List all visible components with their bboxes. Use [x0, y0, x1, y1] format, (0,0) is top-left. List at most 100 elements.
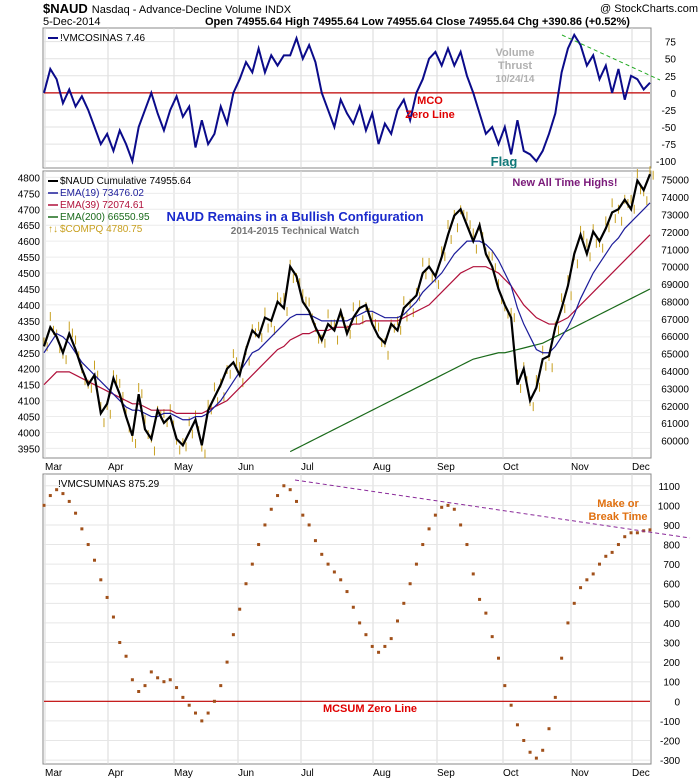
naud-left-tick-label: 4550 — [18, 253, 41, 264]
mcsum-dot — [623, 535, 627, 539]
mcsum-dot — [156, 676, 160, 680]
mcsum-dot — [42, 503, 46, 507]
naud-left-tick-label: 4600 — [18, 237, 41, 248]
mcsum-dot — [629, 531, 633, 535]
mcsum-dot — [111, 615, 115, 619]
mcsum-dot — [295, 499, 298, 503]
mcsum-zero-annotation: MCSUM Zero Line — [323, 703, 417, 715]
mcsum-dot — [206, 711, 210, 715]
naud-panel — [42, 170, 652, 459]
month-label-oct: Oct — [503, 462, 519, 473]
naud-right-tick-label: 70000 — [661, 263, 689, 274]
naud-legend-cumulative: $NAUD Cumulative 74955.64 — [60, 176, 192, 187]
make-or-break-annotation: Make or — [597, 498, 639, 510]
mcsum-dot — [282, 484, 286, 488]
mcsum-dot — [635, 531, 639, 535]
flag-annotation: Flag — [491, 154, 518, 169]
mcsum-dot — [433, 513, 437, 517]
month-label-aug: Aug — [373, 462, 391, 473]
mcsum-dot — [61, 492, 65, 496]
mcsum-dot — [86, 543, 90, 547]
naud-right-tick-label: 68000 — [661, 297, 689, 308]
mcsum-dot — [143, 684, 147, 688]
mcsum-dot — [478, 597, 482, 601]
mco-panel — [42, 27, 652, 169]
mcsum-tick-label: 1000 — [658, 501, 681, 512]
naud-right-tick-label: 67000 — [661, 315, 689, 326]
naud-series-line-3 — [289, 288, 651, 453]
naud-right-tick-label: 73000 — [661, 210, 689, 221]
naud-legend-ema19: EMA(19) 73476.02 — [60, 188, 144, 199]
mcsum-tick-label: -100 — [660, 717, 680, 728]
mcsum-dot — [585, 578, 589, 582]
make-or-break-annotation: Break Time — [588, 511, 647, 523]
mcsum-dot — [358, 621, 362, 625]
naud-left-tick-label: 4650 — [18, 221, 41, 232]
month-label-oct: Oct — [503, 768, 519, 779]
mcsum-dot — [610, 550, 614, 554]
month-label-may: May — [174, 462, 193, 473]
mcsum-dot — [547, 727, 551, 731]
mcsum-dot — [553, 695, 557, 699]
mcsum-dot — [93, 558, 96, 562]
mcsum-dot — [320, 552, 324, 556]
mcsum-tick-label: 700 — [663, 560, 680, 571]
naud-left-tick-label: 4100 — [18, 397, 41, 408]
naud-legend-swatch: ↑↓ — [48, 224, 58, 235]
month-label-jul: Jul — [301, 768, 314, 779]
mcsum-dot — [105, 595, 109, 599]
month-label-nov: Nov — [571, 768, 589, 779]
mcsum-tick-label: -300 — [660, 756, 680, 767]
mcsum-dot — [351, 605, 355, 609]
naud-right-tick-label: 63000 — [661, 384, 689, 395]
naud-legend-ema200: EMA(200) 66550.95 — [60, 212, 150, 223]
mcsum-dot — [509, 703, 513, 707]
mcsum-dot — [396, 619, 399, 623]
naud-left-tick-label: 4250 — [18, 349, 41, 360]
naud-left-tick-label: 4750 — [18, 189, 41, 200]
mcsum-dot — [168, 678, 172, 682]
mcsum-dot — [130, 678, 134, 682]
mcsum-dot — [465, 543, 469, 547]
mcsum-dot — [332, 570, 336, 574]
naud-left-tick-label: 4350 — [18, 317, 41, 328]
mcsum-dot — [74, 511, 78, 515]
mco-tick-label: -50 — [662, 123, 677, 134]
mcsum-dot — [269, 507, 273, 511]
naud-right-tick-label: 61000 — [661, 419, 689, 430]
mco-tick-label: 0 — [670, 89, 676, 100]
mcsum-dot — [250, 562, 254, 566]
mcsum-dot — [181, 695, 185, 699]
mco-title: !VMCOSINAS 7.46 — [60, 33, 145, 44]
symbol: $NAUD — [43, 1, 88, 16]
naud-left-tick-label: 3950 — [18, 444, 41, 455]
naud-series-line-0 — [42, 173, 652, 448]
mco-tick-label: -25 — [662, 106, 677, 117]
mcsum-dot — [301, 513, 305, 517]
mcsum-dot — [339, 578, 343, 582]
month-label-jun: Jun — [238, 462, 254, 473]
mcsum-dot — [370, 644, 374, 648]
chart-date: 5-Dec-2014 — [43, 16, 100, 28]
mcsum-dot — [244, 582, 248, 586]
mcsum-dot — [48, 494, 52, 498]
mcsum-dot — [219, 684, 223, 688]
mcsum-dot — [137, 690, 141, 693]
mcsum-dot — [471, 572, 475, 576]
mcsum-dot — [99, 578, 103, 582]
naud-left-tick-label: 4200 — [18, 365, 41, 376]
naud-left-tick-label: 4800 — [18, 173, 41, 184]
mcsum-tick-label: 800 — [663, 541, 680, 552]
naud-legend-ema39: EMA(39) 72074.61 — [60, 200, 144, 211]
naud-right-tick-label: 65000 — [661, 350, 689, 361]
mcsum-dot — [497, 656, 500, 660]
mcsum-dot — [212, 699, 216, 703]
mcsum-dot — [263, 523, 267, 527]
mcsum-dot — [276, 494, 280, 498]
mcsum-dot — [579, 586, 583, 590]
naud-right-tick-label: 64000 — [661, 367, 689, 378]
naud-legend-compq: $COMPQ 4780.75 — [60, 224, 143, 235]
mcsum-dot — [452, 507, 456, 511]
mco-tick-label: 75 — [665, 38, 677, 49]
